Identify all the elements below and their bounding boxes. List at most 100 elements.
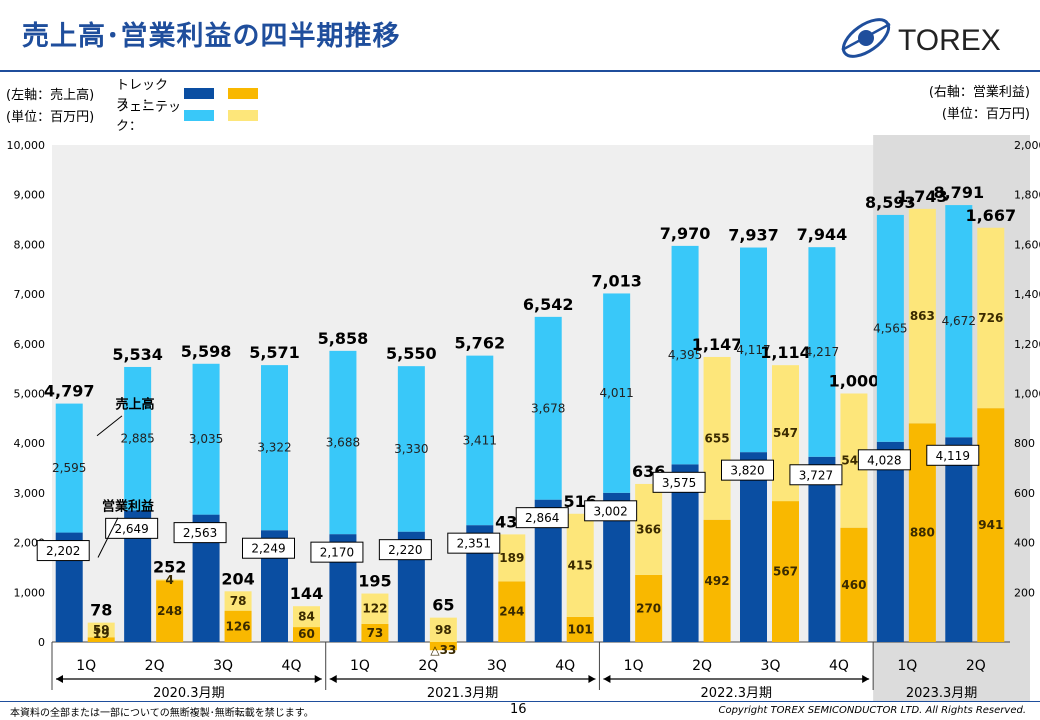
bar-phenitec-sales xyxy=(671,245,699,465)
torex-sales-label: 2,202 xyxy=(46,544,80,558)
y-right-tick-label: 800 xyxy=(1014,437,1035,450)
bar-phenitec-sales xyxy=(466,355,494,526)
y-left-tick-label: 8,000 xyxy=(14,238,46,251)
torex-profit-label: 126 xyxy=(226,619,251,633)
torex-profit-label: 880 xyxy=(910,526,935,540)
x-tick-label: 1Q xyxy=(76,658,96,674)
torex-sales-label-box xyxy=(515,507,569,529)
torex-sales-label-box xyxy=(310,541,364,563)
torex-sales-label-box xyxy=(926,444,980,466)
phenitec-profit-label: 547 xyxy=(773,426,798,440)
profit-total-label: 1,147 xyxy=(692,335,743,354)
torex-sales-label-box xyxy=(173,522,227,544)
left-axis-label: (左軸：売上高) xyxy=(6,87,95,103)
legend-swatch-torex-profit xyxy=(228,87,258,99)
bar-phenitec-profit xyxy=(977,227,1005,409)
phenitec-profit-label: 84 xyxy=(298,610,315,624)
legend: (左軸：売上高) トレックス ： (単位：百万円) フェニテック： xyxy=(6,78,272,134)
y-left-tick-label: 6,000 xyxy=(14,338,46,351)
profit-callout-line xyxy=(97,517,119,558)
legend-row-phenitec: (単位：百万円) フェニテック： xyxy=(6,100,272,134)
y-left-tick-label: 4,000 xyxy=(14,437,46,450)
profit-total-label: 1,743 xyxy=(897,187,948,206)
legend-phenitec-label: フェニテック： xyxy=(116,100,182,134)
torex-sales-label-box xyxy=(857,449,911,471)
period-arrow-head-left xyxy=(329,675,337,683)
torex-sales-label: 3,002 xyxy=(593,504,627,518)
torex-profit-label: 60 xyxy=(298,627,315,641)
sales-total-label: 5,762 xyxy=(454,334,505,353)
torex-logo-mark xyxy=(841,18,891,58)
bar-phenitec-sales xyxy=(329,350,357,535)
profit-total-label: 252 xyxy=(153,557,186,576)
phenitec-profit-label: 122 xyxy=(362,602,387,616)
bar-torex-profit xyxy=(293,627,320,642)
torex-profit-label: 19 xyxy=(93,627,110,641)
x-tick-label: 1Q xyxy=(350,658,370,674)
phenitec-sales-label: 3,330 xyxy=(394,442,428,456)
x-tick-label: 1Q xyxy=(897,658,917,674)
period-arrow-head-left xyxy=(603,675,611,683)
bar-phenitec-sales xyxy=(808,247,836,457)
legend-torex-label: トレックス ： xyxy=(116,78,169,112)
legend-swatch-phenitec-sales xyxy=(184,109,214,121)
x-tick-label: 2Q xyxy=(692,658,712,674)
sales-total-label: 5,571 xyxy=(249,343,300,362)
profit-total-label: 78 xyxy=(90,601,112,620)
y-left-tick-label: 3,000 xyxy=(14,487,46,500)
footer-note: 本資料の全部または一部についての無断複製･無断転載を禁じます。 xyxy=(10,708,314,719)
torex-sales-label-box xyxy=(721,459,774,481)
x-tick-label: 3Q xyxy=(213,658,233,674)
y-right-tick-label: 1,800 xyxy=(1014,189,1040,202)
sales-total-label: 5,534 xyxy=(112,345,163,364)
torex-sales-label-box xyxy=(789,464,843,486)
torex-profit-label: 248 xyxy=(157,604,182,618)
sales-total-label: 8,593 xyxy=(865,193,916,212)
phenitec-profit-label: 366 xyxy=(636,522,661,536)
y-right-tick-label: 400 xyxy=(1014,537,1035,550)
sales-callout-line xyxy=(96,415,123,437)
x-tick-label: 4Q xyxy=(282,658,302,674)
legend-swatch-torex-sales xyxy=(184,87,214,99)
sales-total-label: 7,937 xyxy=(728,226,779,245)
y-right-tick-label: 1,200 xyxy=(1014,338,1040,351)
period-label: 2023.3月期 xyxy=(906,686,978,701)
torex-profit-label: 101 xyxy=(568,622,593,636)
period-arrow-head-right xyxy=(588,675,596,683)
phenitec-profit-label: 415 xyxy=(568,558,593,572)
torex-sales-label: 2,249 xyxy=(251,542,285,556)
torex-sales-label: 3,820 xyxy=(730,464,764,478)
y-left-tick-label: 1,000 xyxy=(14,586,46,599)
sales-profit-chart: 0 1,000 2,000 3,000 4,000 5,000 6,000 7,000 8,00… xyxy=(7,135,1040,701)
torex-sales-label: 4,119 xyxy=(936,449,970,463)
bar-phenitec-profit xyxy=(224,591,252,611)
copyright: Copyright TOREX SEMICONDUCTOR LTD. All R… xyxy=(718,705,1026,716)
bar-torex-profit xyxy=(361,623,389,642)
bar-phenitec-profit xyxy=(498,534,526,582)
phenitec-sales-label: 2,595 xyxy=(52,461,86,475)
bar-torex-sales xyxy=(740,452,767,642)
bar-phenitec-profit xyxy=(429,617,457,642)
footer-divider xyxy=(0,701,1040,702)
right-legend: (右軸：営業利益) (単位：百万円) xyxy=(929,82,1030,126)
bar-phenitec-sales xyxy=(603,293,631,493)
torex-profit-label: 941 xyxy=(978,518,1003,532)
phenitec-sales-label: 4,117 xyxy=(736,343,770,357)
bar-torex-profit xyxy=(977,408,1005,642)
torex-profit-label: 567 xyxy=(773,565,798,579)
torex-profit-label: 460 xyxy=(841,578,866,592)
bar-torex-sales xyxy=(808,456,836,642)
phenitec-sales-label: 3,035 xyxy=(189,432,223,446)
bar-phenitec-profit xyxy=(566,513,594,617)
torex-profit-label: 73 xyxy=(367,626,384,640)
sales-total-label: 5,858 xyxy=(318,329,369,348)
x-tick-label: 4Q xyxy=(555,658,575,674)
phenitec-profit-label: 189 xyxy=(499,551,524,565)
x-tick-label: 2Q xyxy=(418,658,438,674)
torex-sales-label: 3,727 xyxy=(799,468,833,482)
bar-torex-profit xyxy=(840,527,868,642)
right-axis-label: (右軸：営業利益) xyxy=(928,85,1030,100)
bar-torex-profit xyxy=(224,610,252,642)
y-right-tick-label: 1,000 xyxy=(1014,388,1040,401)
phenitec-sales-label: 4,565 xyxy=(873,321,907,335)
